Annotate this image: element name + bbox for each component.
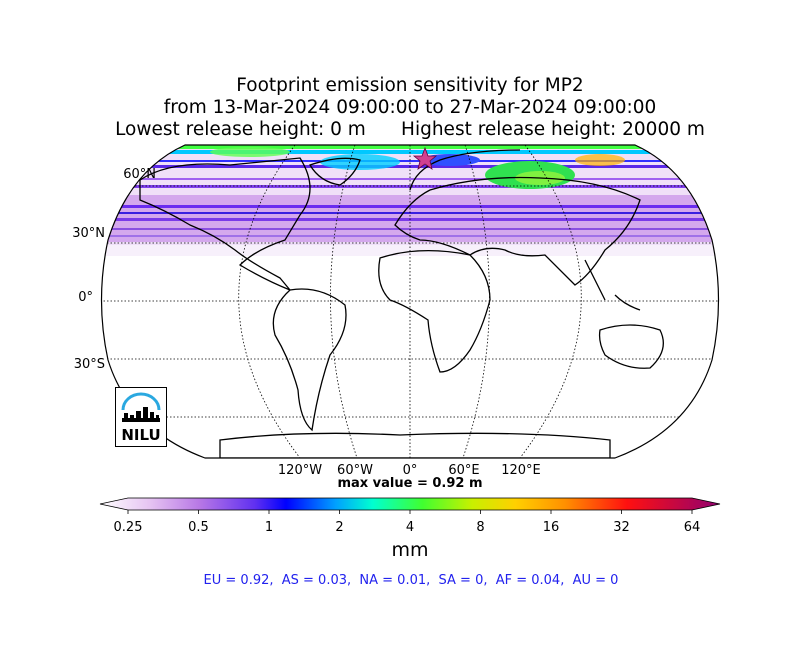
lon-label-0: 0° (402, 463, 418, 478)
lon-label-120e: 120°E (501, 463, 541, 478)
colorbar-tick: 0.25 (113, 520, 143, 535)
map-title-line2: from 13-Mar-2024 09:00:00 to 27-Mar-2024… (163, 97, 657, 118)
map-title-line3: Lowest release height: 0 m Highest relea… (115, 119, 705, 140)
colorbar-tick: 32 (613, 520, 630, 535)
lat-label-60n: 60°N (123, 167, 156, 182)
colorbar (99, 497, 721, 514)
colorbar-tick: 0.5 (188, 520, 209, 535)
sensitivity-field (101, 145, 719, 256)
map-title-line1: Footprint emission sensitivity for MP2 (236, 75, 584, 96)
lon-label-60e: 60°E (448, 463, 480, 478)
colorbar-tick: 64 (683, 520, 701, 535)
colorbar-tick: 4 (405, 520, 415, 535)
lat-label-30s: 30°S (73, 357, 105, 372)
colorbar-unit-label: mm (391, 539, 429, 561)
release-point-marker (412, 146, 438, 170)
colorbar-tick: 2 (335, 520, 344, 535)
max-value-label: max value = 0.92 m (337, 476, 483, 491)
region-stats: EU = 0.92, AS = 0.03, NA = 0.01, SA = 0,… (203, 573, 619, 588)
colorbar-tick: 1 (264, 520, 274, 535)
lat-label-30n: 30°N (72, 226, 105, 241)
nilu-logo-text: NILU (121, 426, 161, 444)
nilu-logo: NILU (115, 387, 167, 447)
lon-label-60w: 60°W (337, 463, 373, 478)
coastlines (139, 149, 664, 458)
colorbar-tick: 16 (542, 520, 560, 535)
lat-label-equator: 0° (78, 290, 93, 305)
lon-label-120w: 120°W (277, 463, 323, 478)
map-outline (100, 144, 720, 459)
colorbar-tick: 8 (476, 520, 485, 535)
